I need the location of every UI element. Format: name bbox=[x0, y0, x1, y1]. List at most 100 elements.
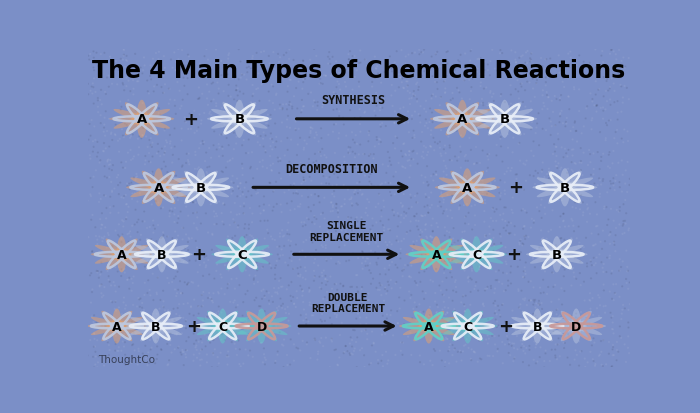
Point bbox=[374, 137, 386, 144]
Ellipse shape bbox=[410, 245, 463, 264]
Point bbox=[328, 90, 339, 96]
Point bbox=[331, 163, 342, 169]
Point bbox=[531, 125, 542, 131]
Point bbox=[392, 223, 403, 230]
Point bbox=[211, 101, 222, 107]
Point bbox=[205, 325, 216, 331]
Point bbox=[570, 347, 581, 354]
Point bbox=[148, 331, 159, 338]
Point bbox=[237, 313, 248, 319]
Point bbox=[272, 252, 284, 258]
Ellipse shape bbox=[218, 309, 228, 344]
Point bbox=[414, 232, 426, 239]
Circle shape bbox=[159, 253, 165, 256]
Point bbox=[564, 94, 575, 101]
Point bbox=[156, 166, 167, 173]
Point bbox=[598, 287, 610, 294]
Point bbox=[207, 350, 218, 356]
Point bbox=[132, 79, 143, 85]
Point bbox=[124, 286, 135, 292]
Point bbox=[122, 277, 133, 283]
Point bbox=[573, 53, 584, 59]
Point bbox=[398, 86, 409, 93]
Point bbox=[533, 302, 544, 309]
Point bbox=[191, 355, 202, 361]
Point bbox=[404, 96, 415, 103]
Point bbox=[144, 360, 155, 366]
Point bbox=[211, 261, 223, 268]
Point bbox=[171, 311, 182, 318]
Point bbox=[507, 195, 518, 202]
Point bbox=[484, 244, 496, 250]
Point bbox=[160, 307, 171, 314]
Point bbox=[225, 332, 237, 339]
Ellipse shape bbox=[431, 237, 441, 273]
Point bbox=[309, 237, 321, 244]
Point bbox=[522, 79, 533, 86]
Point bbox=[596, 338, 607, 344]
Point bbox=[188, 351, 199, 358]
Point bbox=[211, 147, 223, 153]
Point bbox=[270, 179, 281, 186]
Point bbox=[281, 124, 293, 131]
Point bbox=[128, 175, 139, 181]
Point bbox=[518, 268, 529, 275]
Point bbox=[246, 233, 258, 240]
Point bbox=[425, 337, 436, 344]
Point bbox=[217, 218, 228, 225]
Point bbox=[249, 297, 260, 304]
Point bbox=[429, 348, 440, 354]
Point bbox=[605, 118, 616, 124]
Text: A: A bbox=[424, 320, 433, 333]
Point bbox=[284, 243, 295, 249]
Point bbox=[275, 284, 286, 290]
Point bbox=[300, 264, 311, 271]
Point bbox=[231, 352, 242, 358]
Point bbox=[231, 275, 242, 282]
Point bbox=[567, 153, 578, 159]
Point bbox=[167, 209, 178, 215]
Point bbox=[524, 59, 536, 66]
Point bbox=[434, 102, 445, 109]
Point bbox=[463, 210, 474, 216]
Point bbox=[453, 109, 464, 116]
Point bbox=[580, 63, 592, 69]
Point bbox=[575, 158, 587, 165]
Point bbox=[316, 318, 328, 325]
Point bbox=[582, 104, 593, 110]
Point bbox=[238, 108, 249, 114]
Point bbox=[606, 206, 617, 213]
Point bbox=[118, 135, 130, 141]
Ellipse shape bbox=[246, 311, 277, 342]
Point bbox=[616, 59, 627, 65]
Point bbox=[229, 246, 240, 253]
Point bbox=[319, 216, 330, 222]
Point bbox=[122, 277, 133, 284]
Point bbox=[488, 300, 499, 307]
Point bbox=[428, 147, 440, 154]
Point bbox=[151, 311, 162, 317]
Point bbox=[594, 86, 605, 93]
Point bbox=[556, 145, 567, 151]
Point bbox=[204, 271, 215, 278]
Point bbox=[575, 244, 586, 251]
Point bbox=[449, 347, 460, 353]
Point bbox=[557, 70, 568, 76]
Point bbox=[93, 64, 104, 70]
Point bbox=[288, 341, 300, 348]
Point bbox=[586, 262, 597, 269]
Point bbox=[556, 165, 567, 171]
Point bbox=[275, 202, 286, 208]
Point bbox=[190, 200, 201, 206]
Point bbox=[526, 57, 537, 64]
Point bbox=[510, 101, 521, 108]
Point bbox=[539, 205, 550, 211]
Point bbox=[158, 181, 169, 188]
Point bbox=[597, 363, 608, 370]
Point bbox=[383, 357, 394, 364]
Text: D: D bbox=[256, 320, 267, 333]
Point bbox=[229, 327, 240, 334]
Point bbox=[244, 222, 255, 228]
Point bbox=[531, 78, 542, 84]
Point bbox=[298, 299, 309, 306]
